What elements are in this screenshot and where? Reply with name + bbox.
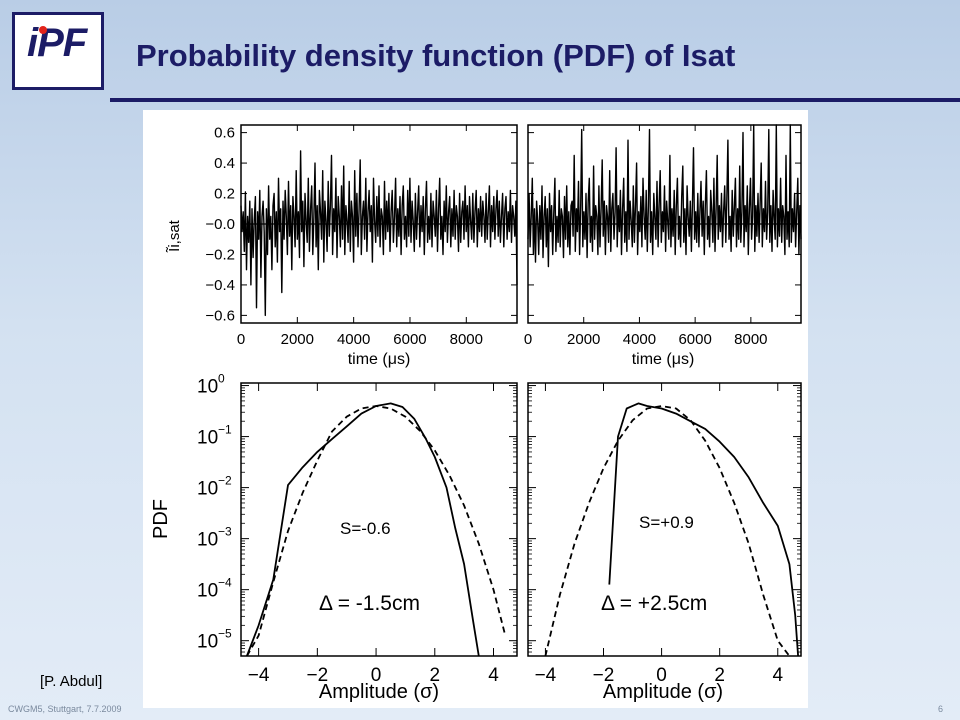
y-tick-label: −0.6 bbox=[205, 307, 235, 324]
x-tick-label: −2 bbox=[593, 665, 615, 686]
x-tick-label: 4 bbox=[772, 665, 783, 686]
y-tick-label: 0.2 bbox=[214, 186, 235, 203]
timeseries-right-plot: time (μs) 0 2000 4000 6000 8000 bbox=[524, 124, 802, 368]
y-tick-label: 10 bbox=[197, 479, 218, 500]
y-tick-label: −0.0 bbox=[205, 216, 235, 233]
title-divider bbox=[110, 98, 960, 102]
measured-pdf-curve bbox=[246, 402, 480, 657]
timeseries-left-xlabel: time (μs) bbox=[348, 351, 411, 368]
timeseries-right-xlabel: time (μs) bbox=[632, 351, 695, 368]
citation: [P. Abdul] bbox=[40, 673, 103, 690]
x-tick-label: −4 bbox=[535, 665, 557, 686]
pdf-left-plot: PDF Amplitude (σ) S=-0.6 Δ = -1.5cm −4 −2… bbox=[150, 372, 518, 703]
y-tick-exponent: 0 bbox=[218, 372, 225, 386]
logo-i: i bbox=[27, 21, 38, 65]
pdf-right-frame bbox=[527, 382, 802, 657]
x-tick-label: 0 bbox=[656, 665, 667, 686]
y-tick-label: 0.4 bbox=[214, 155, 235, 172]
x-tick-label: 8000 bbox=[734, 331, 767, 348]
figure-svg: Ĩi,sat time (μs) 0 2000 4000 6000 80000.60.4… bbox=[150, 124, 802, 703]
y-tick-exponent: −5 bbox=[218, 627, 232, 641]
y-tick-label: −0.2 bbox=[205, 246, 235, 263]
pdf-right-skewness: S=+0.9 bbox=[639, 513, 694, 532]
y-tick-exponent: −2 bbox=[218, 474, 232, 488]
x-tick-label: 2000 bbox=[281, 331, 314, 348]
x-tick-label: −4 bbox=[248, 665, 270, 686]
y-tick-label: 10 bbox=[197, 377, 218, 398]
x-tick-label: 4000 bbox=[623, 331, 656, 348]
y-tick-label: 10 bbox=[197, 632, 218, 653]
y-tick-label: 10 bbox=[197, 530, 218, 551]
x-tick-label: 0 bbox=[371, 665, 382, 686]
y-tick-exponent: −1 bbox=[218, 423, 232, 437]
pdf-left-ylabel: PDF bbox=[150, 499, 172, 539]
x-tick-label: 0 bbox=[237, 331, 245, 348]
x-tick-label: 4 bbox=[488, 665, 499, 686]
pdf-left-frame bbox=[240, 382, 518, 657]
isat-signal-trace bbox=[527, 124, 802, 268]
page-title: Probability density function (PDF) of Is… bbox=[136, 38, 736, 73]
timeseries-left-plot: Ĩi,sat time (μs) 0 2000 4000 6000 8000 0.6 0.4… bbox=[166, 124, 518, 368]
gaussian-reference-curve bbox=[544, 405, 791, 657]
x-tick-label: −2 bbox=[307, 665, 329, 686]
x-tick-label: 4000 bbox=[337, 331, 370, 348]
y-tick-exponent: −3 bbox=[218, 525, 232, 539]
isat-signal-trace bbox=[240, 150, 518, 317]
x-tick-label: 2000 bbox=[567, 331, 600, 348]
x-tick-label: 2 bbox=[714, 665, 725, 686]
pdf-right-plot: Amplitude (σ) S=+0.9 Δ = +2.5cm −4 −2 0 2 4 bbox=[527, 382, 802, 703]
pdf-left-xlabel: Amplitude (σ) bbox=[319, 681, 439, 703]
logo-red-dot bbox=[39, 26, 47, 34]
x-tick-label: 6000 bbox=[393, 331, 426, 348]
footer-event: CWGM5, Stuttgart, 7.7.2009 bbox=[8, 704, 122, 714]
x-tick-label: 0 bbox=[524, 331, 532, 348]
x-tick-label: 2 bbox=[429, 665, 440, 686]
pdf-right-xlabel: Amplitude (σ) bbox=[603, 681, 723, 703]
logo-text: iPF bbox=[27, 21, 87, 66]
pdf-right-delta: Δ = +2.5cm bbox=[601, 592, 707, 615]
figure-panel: Ĩi,sat time (μs) 0 2000 4000 6000 8000 0.6 0.4… bbox=[143, 110, 808, 708]
y-tick-label: 0.6 bbox=[214, 125, 235, 142]
ipf-logo: iPF bbox=[12, 12, 104, 90]
y-tick-label: −0.4 bbox=[205, 277, 235, 294]
measured-pdf-curve bbox=[608, 402, 799, 657]
y-tick-exponent: −4 bbox=[218, 576, 232, 590]
x-tick-label: 8000 bbox=[450, 331, 483, 348]
y-tick-label: 10 bbox=[197, 581, 218, 602]
timeseries-left-ylabel: Ĩi,sat bbox=[166, 219, 183, 253]
pdf-left-skewness: S=-0.6 bbox=[340, 519, 391, 538]
x-tick-label: 6000 bbox=[678, 331, 711, 348]
gaussian-reference-curve bbox=[246, 405, 507, 657]
pdf-left-delta: Δ = -1.5cm bbox=[319, 592, 420, 615]
y-tick-label: 10 bbox=[197, 428, 218, 449]
page-number: 6 bbox=[938, 704, 944, 714]
